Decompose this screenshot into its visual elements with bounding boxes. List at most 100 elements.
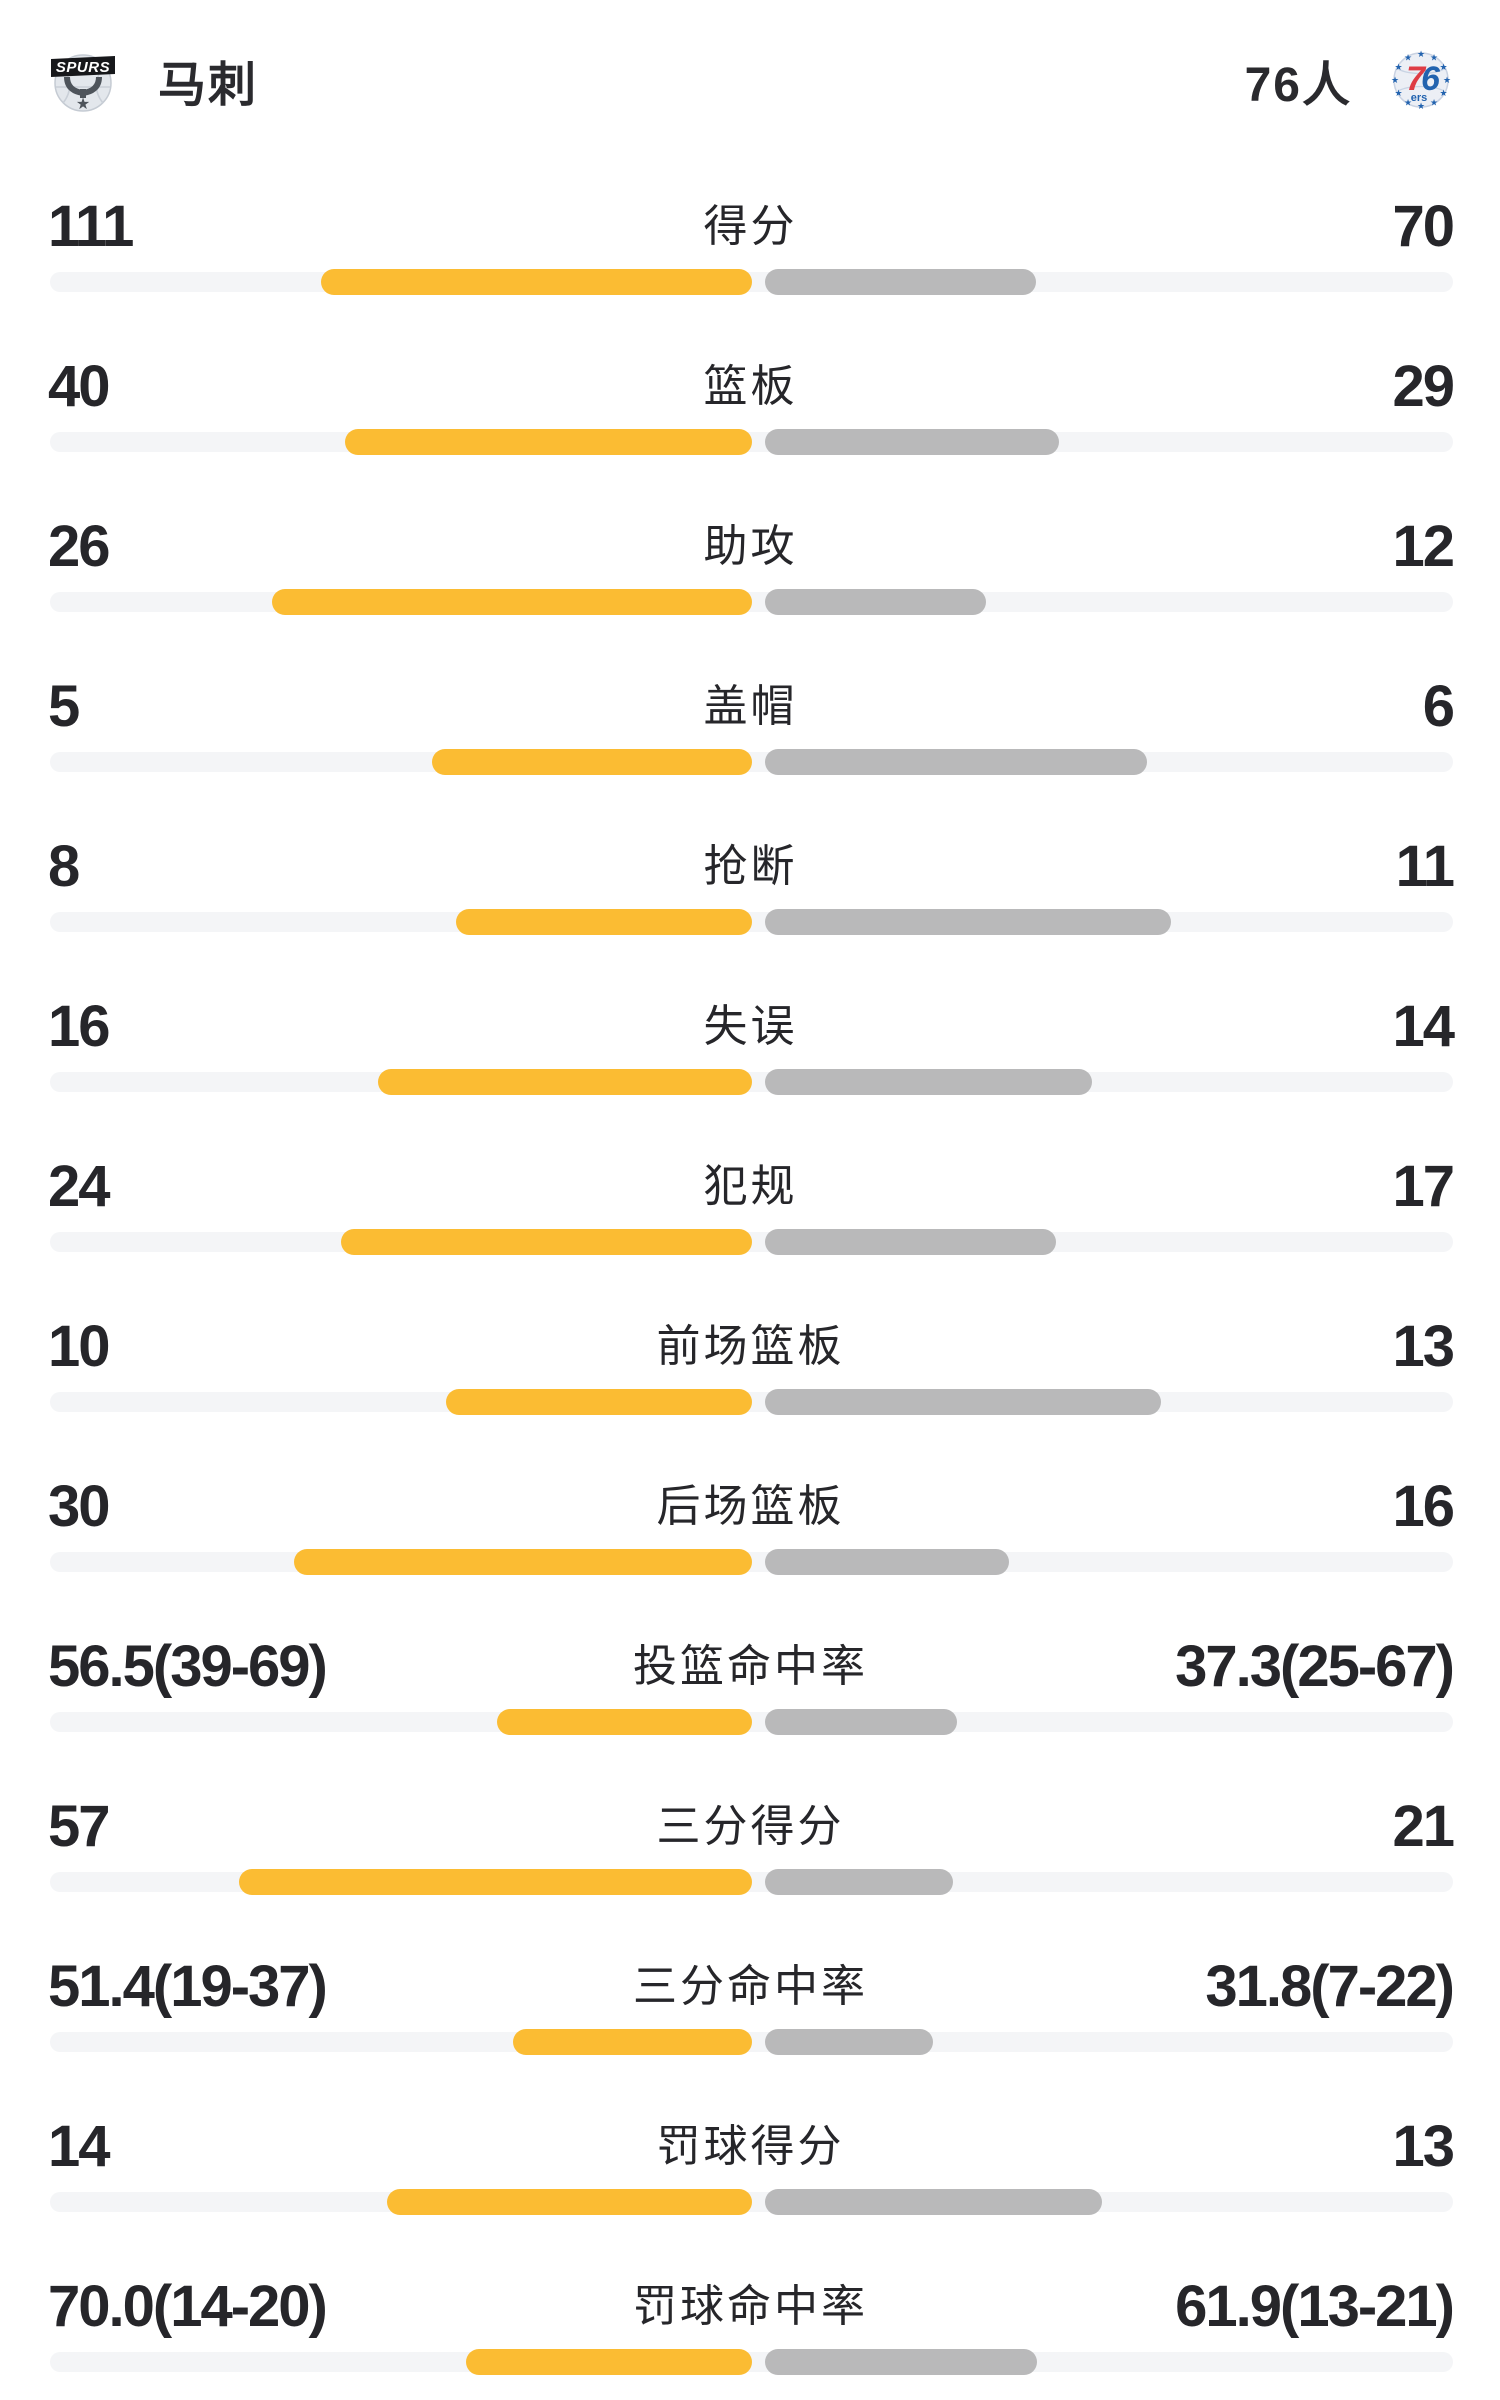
right-team-value: 14 xyxy=(1392,994,1454,1059)
right-team-value: 12 xyxy=(1392,514,1454,579)
stat-row-points: 111 得分 70 xyxy=(0,160,1500,320)
left-team-value: 56.5(39-69) xyxy=(48,1634,328,1699)
stat-label: 盖帽 xyxy=(703,682,798,731)
svg-text:★: ★ xyxy=(1430,53,1438,63)
left-team-bar xyxy=(466,2349,752,2375)
svg-text:★: ★ xyxy=(1391,75,1399,85)
svg-text:★: ★ xyxy=(1394,62,1402,72)
stat-row-field-goal-pct: 56.5(39-69) 投篮命中率 37.3(25-67) xyxy=(0,1600,1500,1760)
right-team-value: 6 xyxy=(1422,674,1455,739)
right-team-value: 13 xyxy=(1392,1314,1454,1379)
svg-text:★: ★ xyxy=(1430,98,1438,108)
right-team-value: 29 xyxy=(1392,354,1454,419)
stat-bar-track xyxy=(50,2029,1453,2055)
left-team-header: ★ SPURS 马刺 xyxy=(50,45,258,115)
left-team-bar xyxy=(446,1389,752,1415)
right-team-value: 16 xyxy=(1392,1474,1454,1539)
right-team-bar xyxy=(764,1709,957,1735)
stat-label: 后场篮板 xyxy=(656,1482,845,1531)
stat-bar-track xyxy=(50,429,1453,455)
left-team-value: 70.0(14-20) xyxy=(48,2274,328,2339)
left-team-bar xyxy=(456,909,752,935)
stat-bar-track xyxy=(50,269,1453,295)
left-team-value: 16 xyxy=(48,994,110,1059)
right-team-value: 13 xyxy=(1392,2114,1454,2179)
stat-bar-track xyxy=(50,2349,1453,2375)
left-team-value: 26 xyxy=(48,514,110,579)
stat-bar-track xyxy=(50,1229,1453,1255)
stat-bar-track xyxy=(50,2189,1453,2215)
stat-label: 罚球命中率 xyxy=(633,2282,868,2331)
stat-row-assists: 26 助攻 12 xyxy=(0,480,1500,640)
right-team-bar xyxy=(764,429,1060,455)
right-team-name: 76人 xyxy=(1244,59,1352,112)
right-team-value: 31.8(7-22) xyxy=(1205,1954,1455,2019)
stat-label: 篮板 xyxy=(703,362,798,411)
stat-label: 犯规 xyxy=(703,1162,798,1211)
sixers-logo-icon: ★★★ ★★★ ★★★ ★ ★★ 76 ers xyxy=(1391,49,1451,111)
left-team-bar xyxy=(271,589,752,615)
stat-bar-track xyxy=(50,1869,1453,1895)
svg-text:★: ★ xyxy=(1404,53,1412,63)
right-team-bar xyxy=(764,1069,1093,1095)
svg-text:ers: ers xyxy=(1411,92,1428,104)
right-team-header: 76人 ★ ★ ★ ★ ★ ★ ★ ★ ★ ★ ★ ★ 76 ers xyxy=(1245,45,1454,115)
stat-label: 失误 xyxy=(703,1002,798,1051)
stat-bar-track xyxy=(50,909,1453,935)
right-team-bar xyxy=(764,1869,954,1895)
svg-text:★: ★ xyxy=(1439,62,1447,72)
right-team-value: 21 xyxy=(1392,1794,1454,1859)
stat-row-fouls: 24 犯规 17 xyxy=(0,1120,1500,1280)
left-team-bar xyxy=(377,1069,752,1095)
stat-bar-track xyxy=(50,589,1453,615)
left-team-bar xyxy=(294,1549,752,1575)
stat-label: 抢断 xyxy=(703,842,798,891)
stat-row-three-point-points: 57 三分得分 21 xyxy=(0,1760,1500,1920)
svg-text:★: ★ xyxy=(1443,75,1451,85)
stat-label: 投篮命中率 xyxy=(633,1642,868,1691)
stat-label: 三分命中率 xyxy=(633,1962,868,2011)
right-team-bar xyxy=(764,269,1036,295)
right-team-bar xyxy=(764,909,1171,935)
left-team-bar xyxy=(341,1229,752,1255)
spurs-logo-icon: ★ SPURS xyxy=(51,54,115,113)
left-team-bar xyxy=(344,429,752,455)
left-team-bar xyxy=(496,1709,752,1735)
stat-label: 前场篮板 xyxy=(656,1322,845,1371)
left-team-bar xyxy=(432,749,752,775)
svg-text:★: ★ xyxy=(1417,49,1425,59)
stat-row-rebounds: 40 篮板 29 xyxy=(0,320,1500,480)
stat-row-free-throw-points: 14 罚球得分 13 xyxy=(0,2080,1500,2240)
right-team-bar xyxy=(764,749,1147,775)
stat-row-free-throw-pct: 70.0(14-20) 罚球命中率 61.9(13-21) xyxy=(0,2240,1500,2400)
right-team-value: 37.3(25-67) xyxy=(1175,1634,1455,1699)
right-team-value: 17 xyxy=(1392,1154,1454,1219)
left-team-value: 40 xyxy=(48,354,110,419)
svg-text:★: ★ xyxy=(1404,98,1412,108)
right-team-bar xyxy=(764,1549,1009,1575)
team-stats-list: 111 得分 70 40 篮板 29 26 助攻 12 xyxy=(0,160,1500,2400)
left-team-value: 30 xyxy=(48,1474,110,1539)
right-team-bar xyxy=(764,1229,1056,1255)
stat-label: 罚球得分 xyxy=(656,2122,845,2171)
stat-row-offensive-rebounds: 10 前场篮板 13 xyxy=(0,1280,1500,1440)
left-team-value: 14 xyxy=(48,2114,110,2179)
left-team-value: 57 xyxy=(48,1794,110,1859)
left-team-name: 马刺 xyxy=(158,59,259,112)
stat-bar-track xyxy=(50,749,1453,775)
left-team-bar xyxy=(387,2189,752,2215)
right-team-bar xyxy=(764,2189,1102,2215)
left-team-value: 10 xyxy=(48,1314,110,1379)
right-team-value: 11 xyxy=(1395,834,1455,899)
stat-bar-track xyxy=(50,1549,1453,1575)
right-team-bar xyxy=(764,2349,1037,2375)
stat-label: 三分得分 xyxy=(656,1802,845,1851)
left-team-bar xyxy=(238,1869,752,1895)
stat-bar-track xyxy=(50,1069,1453,1095)
svg-text:★: ★ xyxy=(1394,88,1402,98)
left-team-value: 5 xyxy=(48,674,80,739)
stat-row-three-point-pct: 51.4(19-37) 三分命中率 31.8(7-22) xyxy=(0,1920,1500,2080)
stat-row-steals: 8 抢断 11 xyxy=(0,800,1500,960)
left-team-value: 8 xyxy=(48,834,80,899)
left-team-bar xyxy=(513,2029,752,2055)
